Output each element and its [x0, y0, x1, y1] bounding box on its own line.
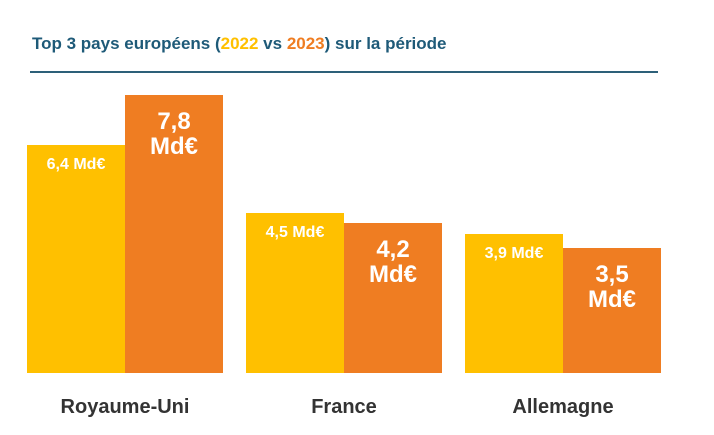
- bar: [27, 144, 125, 373]
- value-label: 4,5 Md€: [265, 223, 325, 241]
- x-tick-label: Royaume-Uni: [60, 396, 190, 418]
- chart-title: Top 3 pays européens (2022 vs 2023) sur …: [32, 34, 447, 54]
- title-text: vs: [258, 34, 287, 53]
- bar: [465, 234, 563, 373]
- value-label: 6,4 Md€: [46, 155, 106, 173]
- bar: [563, 248, 661, 373]
- x-tick-label: Allemagne: [512, 396, 614, 418]
- title-text: Top 3 pays européens (: [32, 34, 221, 53]
- bar: [344, 223, 442, 373]
- value-label: 3,9 Md€: [484, 245, 544, 262]
- value-label: 7,8 Md€: [150, 108, 198, 161]
- x-tick-label: France: [311, 396, 377, 418]
- legend-entry: 2022: [220, 34, 259, 53]
- bar: [125, 95, 223, 373]
- title-text: ) sur la période: [324, 34, 447, 53]
- title-rule: [30, 71, 658, 73]
- value-label: 4,2 Md€: [369, 236, 417, 289]
- value-label: 3,5 Md€: [588, 261, 636, 314]
- legend-entry: 2023: [286, 34, 325, 53]
- bar: [246, 212, 344, 373]
